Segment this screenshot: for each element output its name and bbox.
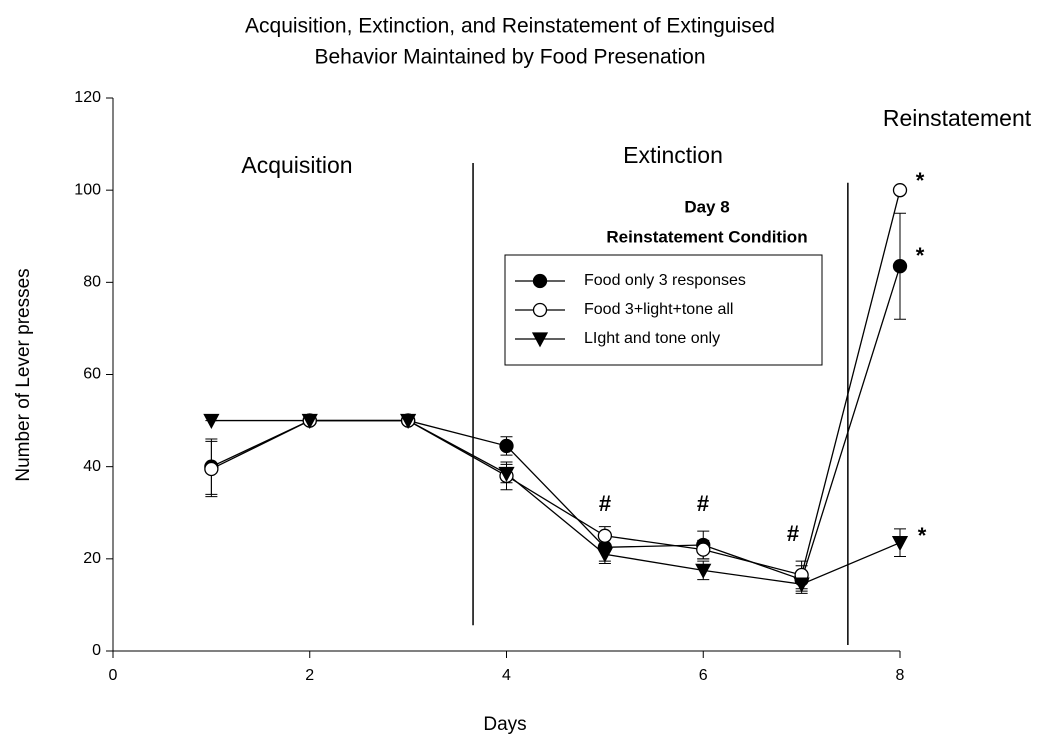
legend-title: Day 8 bbox=[684, 197, 729, 216]
y-tick-label: 120 bbox=[74, 89, 101, 106]
marker bbox=[695, 563, 712, 579]
phase-label: Extinction bbox=[623, 142, 723, 168]
marker bbox=[204, 461, 219, 477]
y-tick-label: 40 bbox=[83, 458, 101, 475]
marker bbox=[892, 183, 908, 198]
marker bbox=[696, 542, 711, 557]
marker bbox=[301, 413, 318, 429]
annotation: # bbox=[787, 521, 799, 546]
annotation: # bbox=[599, 491, 611, 516]
legend-title: Reinstatement Condition bbox=[606, 227, 807, 246]
annotation: * bbox=[916, 243, 925, 268]
x-tick-label: 8 bbox=[896, 667, 905, 684]
legend-marker bbox=[532, 302, 548, 318]
y-tick-label: 100 bbox=[74, 181, 101, 198]
marker bbox=[400, 413, 417, 429]
annotation: # bbox=[697, 491, 709, 516]
marker bbox=[597, 528, 613, 543]
annotation: * bbox=[916, 168, 925, 193]
series-line bbox=[211, 419, 901, 585]
y-tick-label: 0 bbox=[92, 642, 101, 659]
series-line bbox=[211, 190, 901, 576]
x-tick-label: 0 bbox=[109, 667, 118, 684]
marker bbox=[892, 259, 908, 274]
x-tick-label: 2 bbox=[305, 667, 314, 684]
legend-label: LIght and tone only bbox=[584, 330, 720, 347]
chart-title: Behavior Maintained by Food Presenation bbox=[314, 46, 705, 69]
y-tick-label: 80 bbox=[83, 274, 101, 291]
y-tick-label: 20 bbox=[83, 550, 101, 567]
phase-label: Acquisition bbox=[241, 152, 352, 178]
legend-marker bbox=[531, 332, 549, 348]
x-axis-label: Days bbox=[483, 714, 526, 735]
marker bbox=[793, 577, 810, 593]
legend-marker bbox=[532, 273, 548, 289]
marker bbox=[498, 466, 515, 482]
x-tick-label: 6 bbox=[699, 667, 708, 684]
annotation: * bbox=[918, 523, 927, 548]
x-tick-label: 4 bbox=[502, 667, 511, 684]
marker bbox=[891, 536, 909, 552]
marker bbox=[203, 413, 220, 429]
legend-label: Food 3+light+tone all bbox=[584, 301, 733, 318]
legend-label: Food only 3 responses bbox=[584, 272, 746, 289]
chart-title: Acquisition, Extinction, and Reinstateme… bbox=[245, 15, 775, 38]
phase-label: Reinstatement bbox=[883, 105, 1032, 131]
marker bbox=[596, 547, 613, 563]
marker bbox=[499, 438, 514, 454]
y-axis-label: Number of Lever presses bbox=[13, 268, 34, 481]
y-tick-label: 60 bbox=[83, 366, 101, 383]
